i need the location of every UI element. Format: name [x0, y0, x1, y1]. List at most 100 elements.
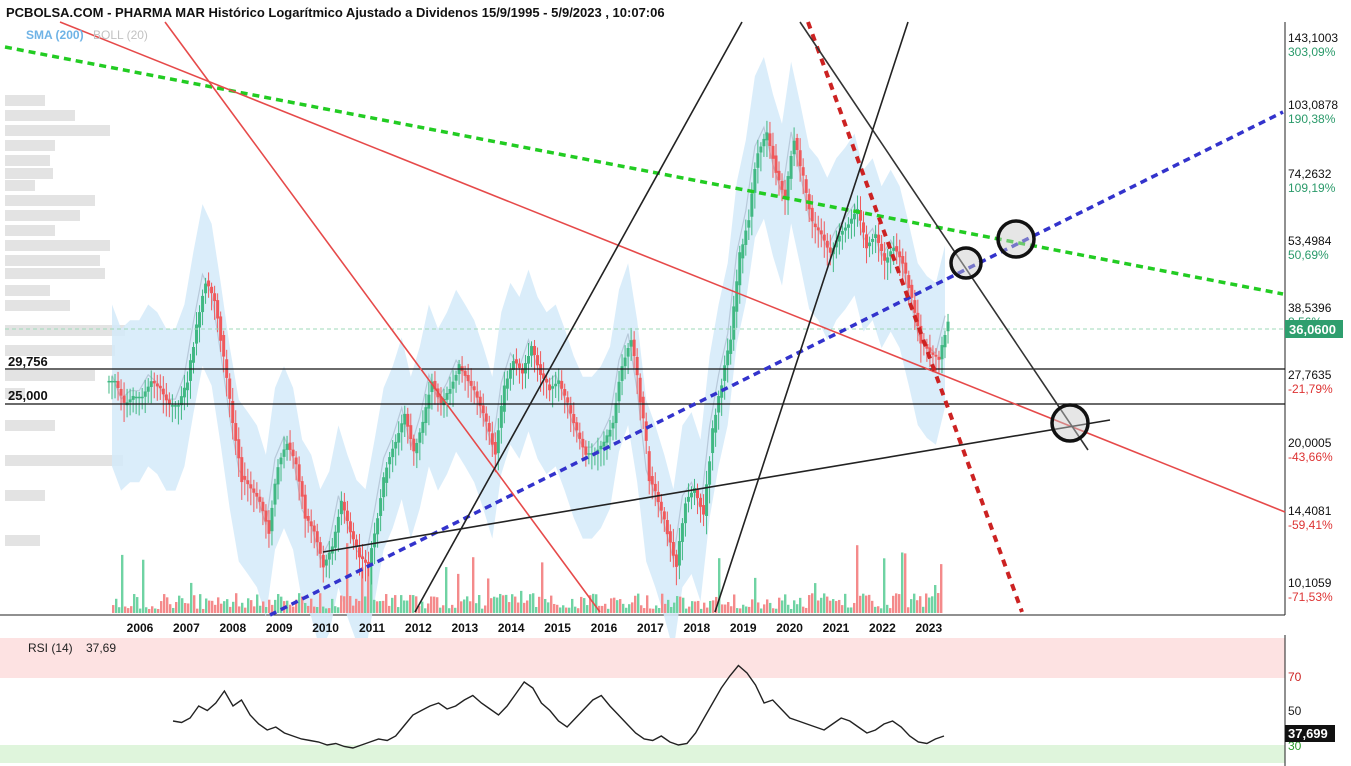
candlesticks	[107, 120, 950, 586]
volume-bar	[610, 598, 613, 613]
volume-bar	[727, 602, 730, 613]
candle-body	[210, 286, 214, 294]
volume-bar	[172, 607, 175, 613]
volume-bar	[535, 606, 538, 613]
volume-bar	[598, 605, 601, 613]
candle-body	[620, 366, 624, 381]
candle-body	[789, 155, 793, 179]
volume-bar	[901, 552, 904, 613]
y-tick-value: 10,1059	[1288, 576, 1332, 590]
volume-bar	[412, 595, 415, 613]
volume-bar	[445, 567, 448, 613]
volume-bar	[403, 600, 406, 613]
candle-body	[536, 355, 540, 366]
marker-circle-2	[996, 219, 1036, 259]
volume-bar	[634, 595, 637, 613]
volume-bar	[145, 607, 148, 613]
volume-bar	[394, 595, 397, 613]
candle-body	[234, 423, 238, 441]
candle-body	[361, 556, 365, 560]
candle-body	[502, 385, 506, 412]
volume-bar	[418, 606, 421, 613]
candle-body	[161, 388, 165, 395]
volume-bar	[430, 596, 433, 613]
volume-bar	[181, 598, 184, 613]
candle-body	[442, 398, 446, 406]
volume-bar	[307, 605, 310, 613]
candle-body	[258, 496, 262, 502]
candle-body	[819, 230, 823, 235]
candle-body	[364, 559, 368, 563]
volume-bar	[355, 598, 358, 613]
candle-body	[191, 347, 195, 363]
candle-body	[738, 252, 742, 286]
candle-body	[119, 388, 123, 396]
candle-body	[928, 347, 932, 353]
volume-bar	[499, 593, 502, 613]
candle-body	[176, 405, 180, 407]
x-tick-label: 2017	[637, 621, 664, 635]
candle-body	[451, 381, 455, 389]
volume-bar	[508, 602, 511, 613]
volume-bar	[247, 598, 250, 613]
volume-profile-bar	[5, 180, 35, 191]
volume-bar	[718, 558, 721, 613]
volume-bar	[838, 599, 841, 613]
volume-bar	[886, 604, 889, 613]
candle-body	[433, 380, 437, 390]
candle-body	[315, 531, 319, 543]
candle-body	[904, 262, 908, 274]
volume-bar	[184, 603, 187, 613]
marker-circle-3	[1050, 403, 1090, 443]
candle-body	[222, 335, 226, 357]
volume-bar	[841, 605, 844, 613]
volume-bar	[571, 598, 574, 613]
volume-bar	[616, 600, 619, 613]
volume-profile-bar	[5, 240, 110, 251]
volume-bar	[424, 608, 427, 613]
volume-bar	[667, 599, 670, 613]
volume-bar	[505, 594, 508, 613]
volume-bar	[586, 605, 589, 613]
volume-bar	[235, 593, 238, 613]
candle-body	[801, 167, 805, 176]
volume-bar	[607, 608, 610, 613]
candle-body	[397, 433, 401, 443]
volume-bar	[382, 600, 385, 613]
volume-bar	[217, 597, 220, 613]
candle-body	[270, 507, 274, 532]
volume-bar	[559, 607, 562, 613]
volume-bar	[517, 602, 520, 613]
x-tick-label: 2021	[823, 621, 850, 635]
volume-bar	[442, 605, 445, 613]
volume-bar	[331, 598, 334, 613]
volume-bar	[883, 558, 886, 613]
volume-bar	[835, 601, 838, 613]
volume-bar	[595, 594, 598, 613]
volume-bar	[691, 601, 694, 613]
volume-bar	[223, 601, 226, 613]
candle-body	[155, 383, 159, 387]
volume-bar	[229, 606, 232, 613]
volume-bar	[697, 600, 700, 613]
volume-bar	[481, 608, 484, 613]
candle-body	[249, 484, 253, 489]
candle-body	[584, 446, 588, 455]
volume-profile-bar	[5, 225, 55, 236]
volume-bar	[466, 596, 469, 613]
candle-body	[418, 432, 422, 443]
candle-body	[409, 425, 413, 439]
volume-bar	[220, 603, 223, 613]
candle-body	[143, 391, 147, 397]
volume-profile-bar	[5, 95, 45, 106]
candle-body	[608, 429, 612, 437]
volume-bar	[829, 600, 832, 613]
candle-body	[415, 443, 419, 454]
candle-body	[195, 324, 199, 344]
x-tick-label: 2023	[915, 621, 942, 635]
candle-body	[216, 300, 220, 319]
volume-bar	[769, 602, 772, 613]
candle-body	[662, 511, 666, 520]
volume-bar	[493, 596, 496, 613]
candle-body	[282, 449, 286, 457]
